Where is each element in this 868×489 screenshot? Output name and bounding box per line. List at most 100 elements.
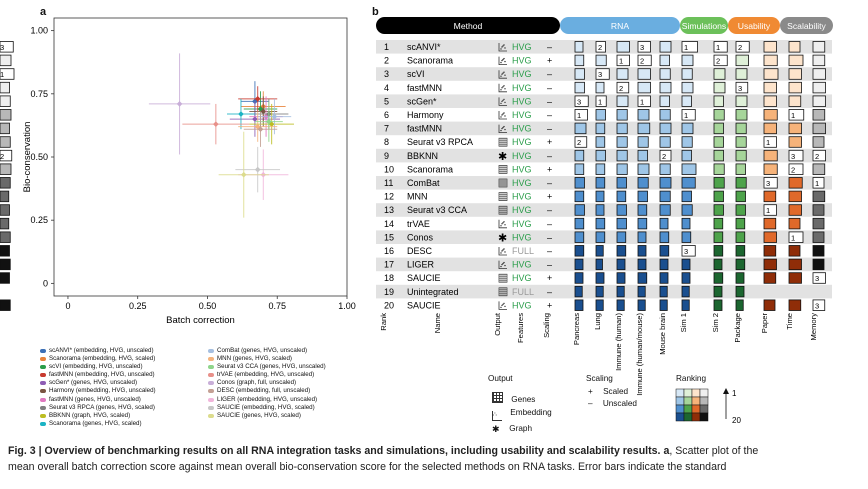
score-bar	[735, 68, 748, 80]
row-method-name: DESC	[407, 246, 433, 256]
embedding-dot	[502, 99, 504, 102]
embedding-icon	[498, 124, 507, 133]
row-method-name: Harmony	[407, 110, 444, 120]
row-features: HVG	[512, 273, 532, 283]
score-bar	[681, 217, 691, 230]
top-rank-label: 2	[619, 84, 623, 93]
score-bar	[713, 81, 726, 94]
row-scaling: +	[547, 300, 552, 310]
score-bar	[616, 109, 628, 121]
score-bar	[595, 122, 606, 135]
score-bar	[637, 177, 649, 189]
embedding-icon	[498, 301, 507, 310]
score-bar	[812, 272, 826, 284]
score-bar	[574, 41, 584, 53]
top-rank-label: 3	[738, 84, 742, 93]
score-bar	[616, 299, 625, 311]
score-bar	[659, 149, 672, 162]
row-features: HVG	[512, 110, 532, 120]
row-scaling: –	[547, 178, 552, 188]
scaling-key-unscaled: – Unscaled	[588, 399, 637, 408]
score-bar	[616, 177, 627, 189]
legend-item: scVI (embedding, HVG, unscaled)	[40, 363, 220, 371]
column-label: Output	[493, 312, 502, 336]
score-bar	[735, 81, 749, 94]
scatter-point	[227, 98, 255, 130]
score-bar	[616, 68, 629, 80]
score-bar	[0, 272, 10, 284]
scatter-plot: 0 0.25 0.50 0.75 1.00 0 0.25 0.50 0.75 1.00 Batch …	[22, 17, 356, 326]
score-bar	[735, 190, 746, 203]
score-bar	[713, 258, 723, 271]
score-bar	[713, 177, 725, 189]
row-method-name: trVAE	[407, 219, 430, 229]
score-bar	[812, 231, 825, 243]
score-bar	[616, 204, 627, 216]
row-method-name: fastMNN	[407, 83, 442, 93]
legend-label: SAUCIE (embedding, HVG, scaled)	[217, 403, 315, 411]
scaled-symbol: +	[588, 387, 593, 396]
score-bar	[574, 245, 585, 257]
header-group-label: Simulations	[682, 21, 726, 31]
top-rank-label: 1	[791, 233, 795, 242]
score-bar	[763, 163, 778, 175]
score-bar	[681, 54, 694, 67]
column-label: Mouse brain	[658, 313, 667, 355]
score-bar	[595, 285, 604, 298]
legend-label: fastMNN (embedding, HVG, unscaled)	[49, 371, 155, 379]
top-rank-label: 2	[791, 165, 795, 174]
embedding-icon	[498, 70, 507, 79]
embedding-dot	[500, 61, 502, 64]
x-tick-label: 0.75	[268, 301, 286, 311]
row-rank: 15	[384, 232, 394, 242]
score-bar	[735, 149, 747, 162]
score-bar	[812, 41, 826, 53]
score-bar	[812, 163, 826, 175]
row-features: HVG	[512, 178, 532, 188]
x-tick-label: 0.50	[199, 301, 217, 311]
row-method-name: Seurat v3 CCA	[407, 205, 467, 215]
embedding-icon	[498, 219, 507, 229]
score-bar	[616, 245, 627, 257]
score-bar	[735, 258, 746, 271]
top-rank-label: 1	[766, 138, 770, 147]
score-bar	[735, 177, 747, 189]
score-bar	[713, 217, 724, 230]
legend-label: DESC (embedding, full, unscaled)	[217, 387, 311, 395]
top-rank-label: 1	[598, 97, 602, 106]
score-bar	[595, 258, 603, 271]
score-bar	[788, 95, 802, 107]
ranking-top-label: 1	[732, 389, 737, 398]
row-rank: 16	[384, 246, 394, 256]
score-bar	[681, 190, 692, 203]
graph-icon: ✱	[498, 231, 507, 244]
score-bar	[595, 231, 606, 243]
score-bar	[595, 190, 605, 203]
legend-swatch	[208, 373, 214, 378]
ranking-swatch	[699, 404, 709, 414]
score-bar	[788, 68, 802, 80]
row-features: HVG	[512, 56, 532, 66]
embedding-dot	[502, 72, 504, 74]
embedding-dot	[501, 223, 503, 225]
row-rank: 2	[384, 56, 389, 66]
score-bar	[616, 81, 630, 94]
x-tick-label: 0.25	[129, 301, 147, 311]
embedding-dot	[504, 88, 506, 90]
score-bar	[812, 109, 826, 121]
score-bar	[637, 245, 647, 257]
score-bar	[681, 204, 693, 216]
score-bar	[681, 258, 691, 271]
embedding-dot	[504, 60, 506, 63]
score-bar	[616, 231, 627, 243]
score-bar	[788, 272, 802, 284]
point-marker	[271, 113, 278, 120]
score-bar	[681, 163, 697, 175]
scatter-point	[218, 131, 269, 218]
score-bar	[574, 109, 588, 121]
row-method-name: Seurat v3 RPCA	[407, 137, 473, 147]
scatter-point	[148, 53, 211, 155]
score-bar	[735, 122, 747, 135]
score-bar	[763, 217, 777, 230]
embedding-dot	[500, 252, 502, 254]
